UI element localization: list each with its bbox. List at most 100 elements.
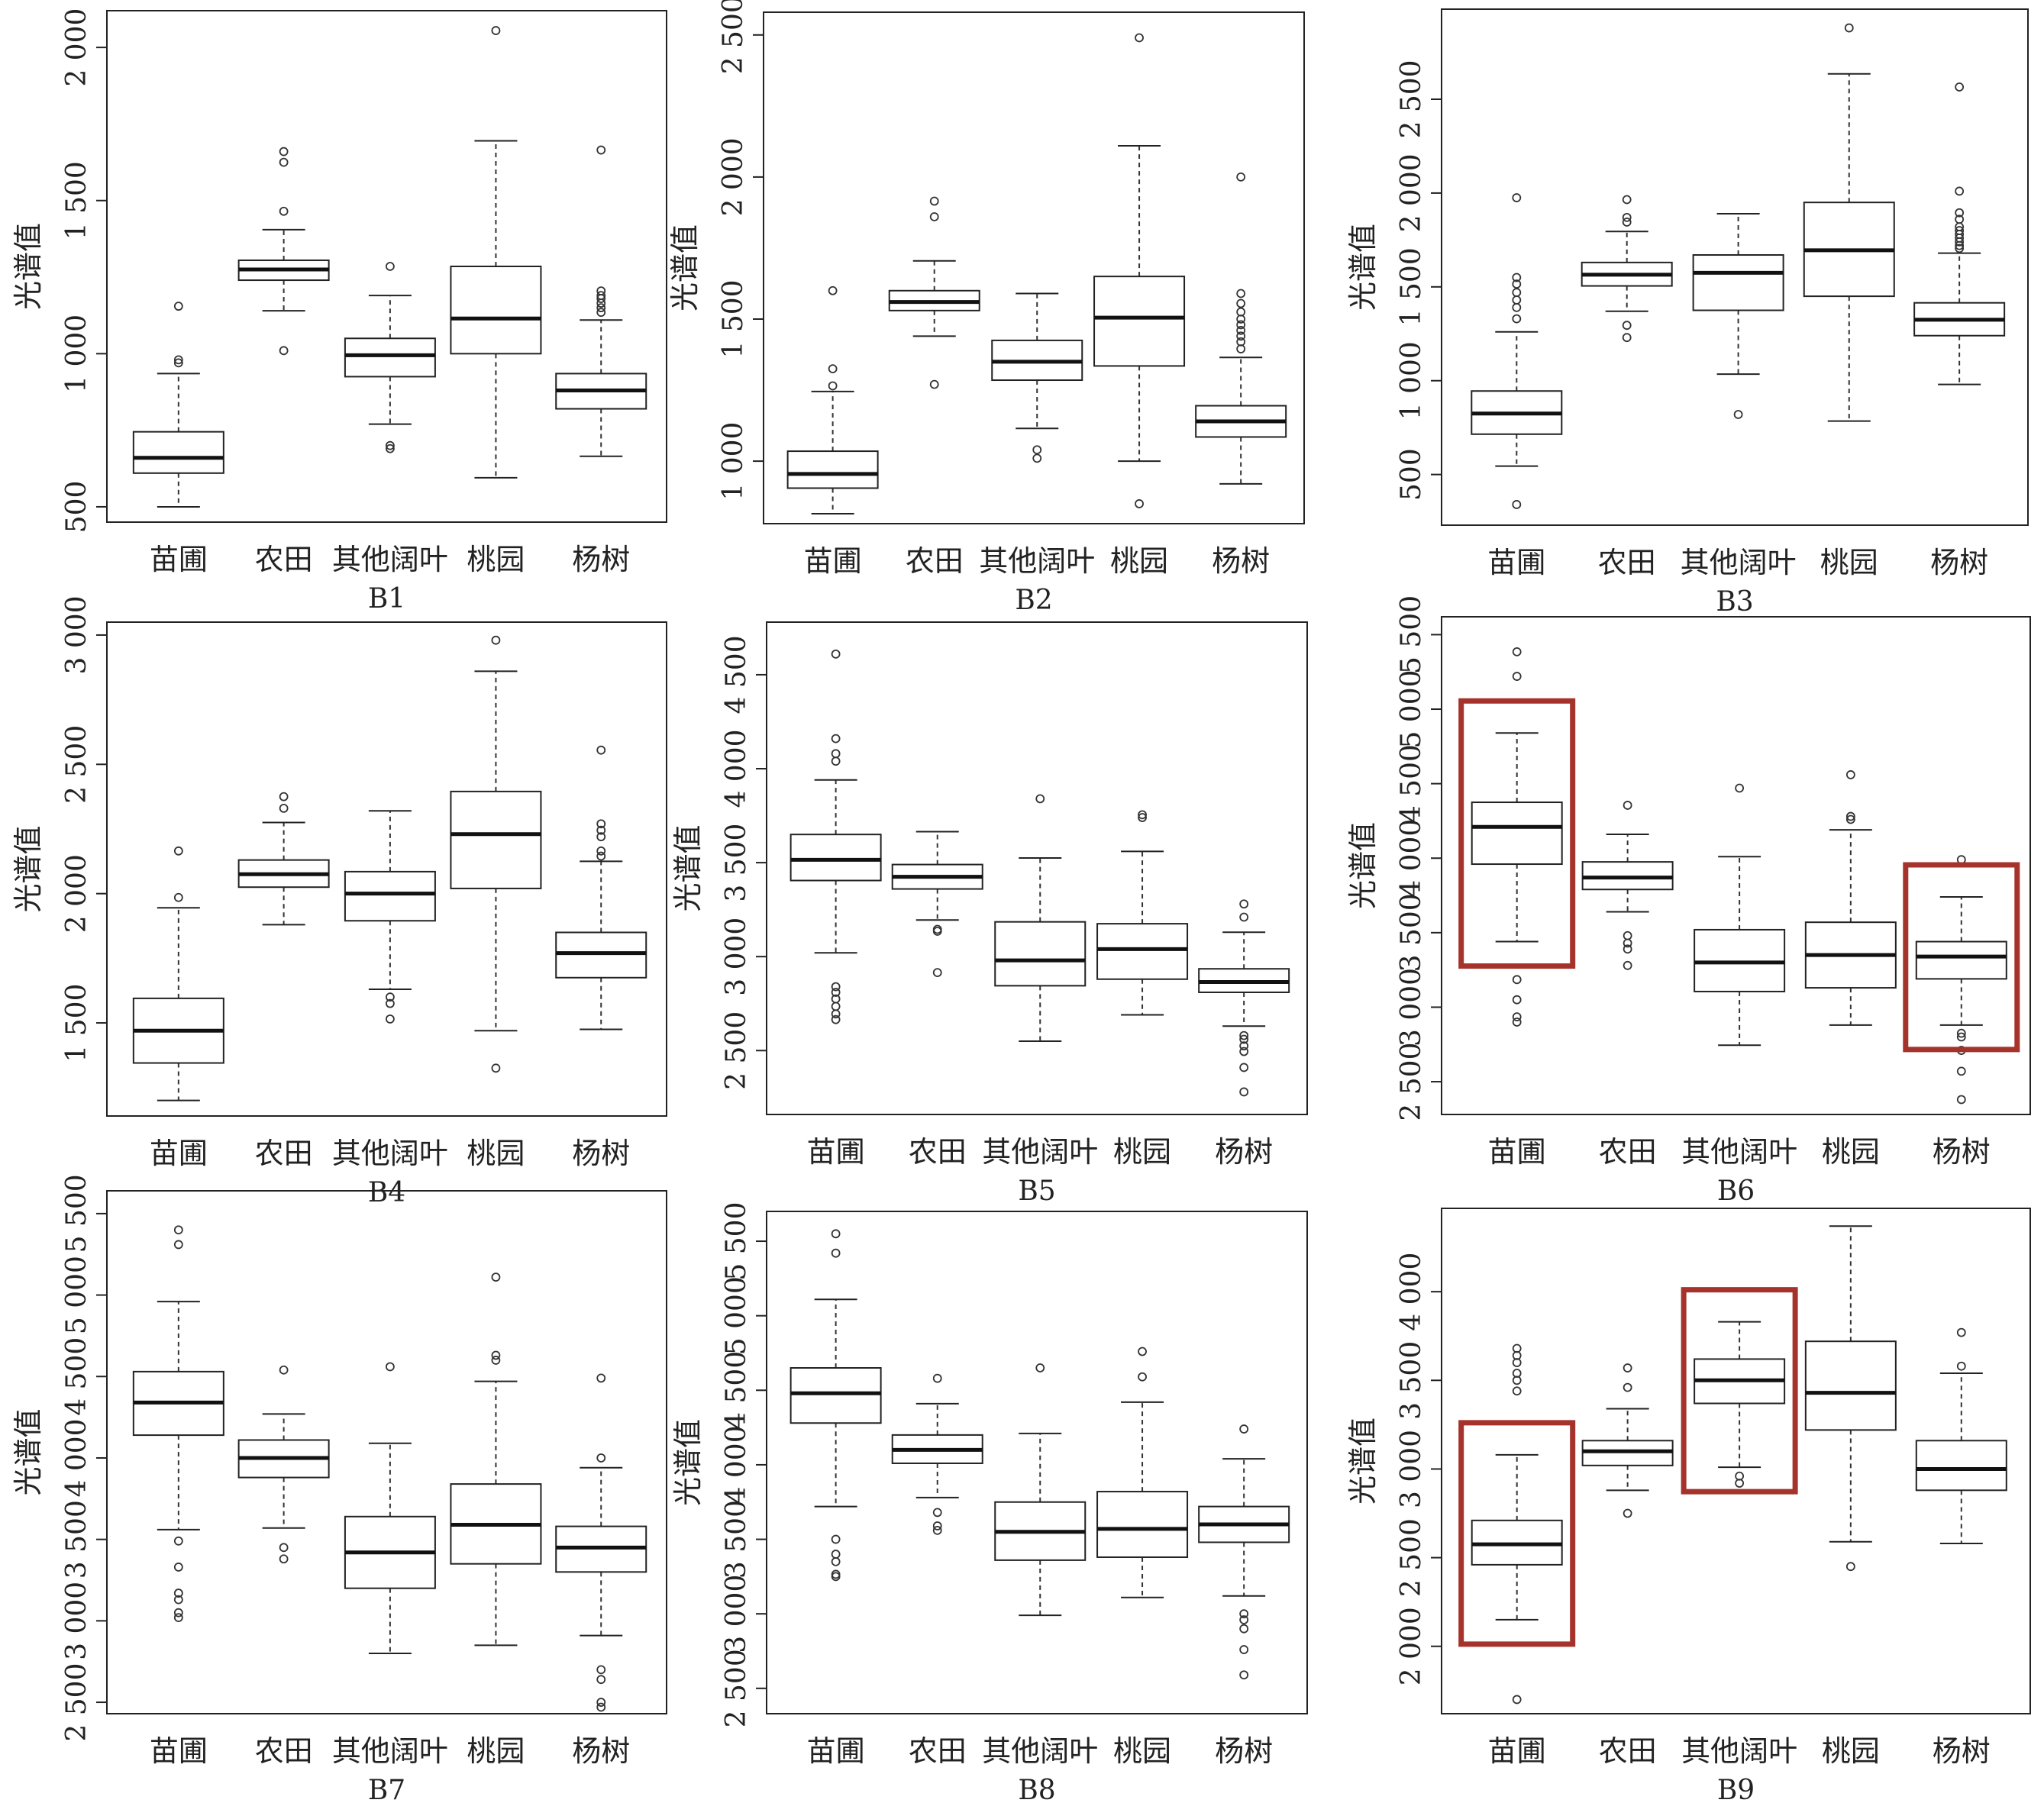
outlier-point xyxy=(1239,1041,1249,1051)
outlier-point xyxy=(1512,273,1522,282)
y-tick-label: 2 500 xyxy=(721,1649,752,1727)
y-tick-label: 2 000 xyxy=(1396,1607,1427,1685)
outlier-point xyxy=(932,1508,942,1518)
outlier-point xyxy=(1845,814,1855,824)
box-b2-3 xyxy=(991,292,1083,463)
iqr-box xyxy=(786,450,879,489)
outlier-point xyxy=(596,1373,606,1383)
outlier-point xyxy=(1622,212,1632,222)
outlier-point xyxy=(1623,1508,1632,1518)
outlier-point xyxy=(385,992,395,1002)
box-b9-4 xyxy=(1804,1225,1897,1572)
outlier-point xyxy=(1955,244,1965,253)
y-tick-label: 2 000 xyxy=(61,854,92,933)
box-b9-2 xyxy=(1581,1363,1674,1518)
outlier-point xyxy=(831,994,841,1004)
y-axis-label: 光谱值 xyxy=(1346,224,1380,311)
x-tick-label: 苗圃 xyxy=(1487,546,1545,579)
iqr-box xyxy=(344,337,436,378)
iqr-box xyxy=(450,790,542,889)
box-b4-1 xyxy=(132,846,224,1101)
outlier-point xyxy=(1956,1028,1966,1038)
panel-title: B6 xyxy=(1717,1176,1755,1207)
panel-title: B7 xyxy=(368,1775,405,1803)
plot-frame xyxy=(766,1211,1308,1714)
box-b4-5 xyxy=(555,745,647,1031)
x-tick-label: 桃园 xyxy=(467,1734,525,1768)
x-tick-label: 农田 xyxy=(255,1137,313,1170)
outlier-point xyxy=(1135,499,1144,508)
outlier-point xyxy=(279,346,289,356)
outlier-point xyxy=(385,443,395,453)
outlier-point xyxy=(1236,331,1246,341)
y-tick-label: 3 500 xyxy=(1396,893,1427,972)
y-tick-label: 4 500 xyxy=(721,635,752,714)
outlier-point xyxy=(1845,1562,1855,1572)
box-b2-1 xyxy=(786,285,879,514)
outlier-point xyxy=(929,212,939,221)
outlier-point xyxy=(1955,208,1965,218)
outlier-point xyxy=(1512,500,1522,509)
outlier-point xyxy=(831,1014,841,1024)
y-tick-label: 2 500 xyxy=(718,0,749,74)
outlier-point xyxy=(596,291,606,301)
y-tick-label: 1 500 xyxy=(61,984,92,1063)
outlier-point xyxy=(491,26,501,35)
outlier-point xyxy=(1845,770,1855,779)
x-tick-label: 桃园 xyxy=(1822,1734,1880,1768)
x-tick-label: 杨树 xyxy=(1212,544,1270,578)
iqr-box xyxy=(1915,1440,2007,1492)
y-tick-label: 2 500 xyxy=(721,1011,752,1090)
outlier-point xyxy=(1512,1386,1522,1396)
box-b3-4 xyxy=(1803,23,1895,422)
box-b4-3 xyxy=(344,810,436,1024)
outlier-point xyxy=(385,1362,395,1372)
iqr-box xyxy=(1471,802,1563,866)
x-tick-label: 其他阔叶 xyxy=(1681,1135,1797,1169)
y-tick-label: 500 xyxy=(61,481,92,534)
box-b6-1 xyxy=(1471,647,1563,1027)
outlier-point xyxy=(491,1350,501,1360)
outlier-point xyxy=(173,1595,183,1605)
outlier-point xyxy=(1512,1695,1522,1705)
iqr-box xyxy=(555,931,647,979)
y-tick-label: 3 000 xyxy=(61,595,92,674)
box-b9-5 xyxy=(1915,1327,2007,1545)
y-tick-label: 1 500 xyxy=(1396,247,1427,326)
y-tick-label: 4 000 xyxy=(61,1418,92,1497)
y-tick-label: 5 500 xyxy=(721,1202,752,1281)
outlier-point xyxy=(1955,226,1965,235)
highlight-box xyxy=(1681,1287,1798,1495)
outlier-point xyxy=(173,1536,183,1546)
y-axis-label: 光谱值 xyxy=(11,1408,45,1495)
y-tick-label: 4 500 xyxy=(1396,744,1427,823)
plot-frame xyxy=(106,10,667,523)
plot-frame xyxy=(106,621,667,1117)
x-tick-label: 桃园 xyxy=(1113,1734,1171,1768)
iqr-box xyxy=(1093,276,1186,367)
y-axis-label: 光谱值 xyxy=(11,825,45,912)
x-tick-label: 农田 xyxy=(255,1734,313,1768)
outlier-point xyxy=(1239,1047,1249,1056)
outlier-point xyxy=(279,206,289,216)
outlier-point xyxy=(932,1521,942,1530)
x-tick-label: 杨树 xyxy=(572,1137,630,1170)
box-b1-3 xyxy=(344,262,436,453)
iqr-box xyxy=(790,1367,882,1424)
outlier-point xyxy=(1956,1327,1966,1337)
outlier-point xyxy=(1239,1645,1249,1654)
x-tick-label: 其他阔叶 xyxy=(979,544,1095,578)
outlier-point xyxy=(1955,82,1965,92)
outlier-point xyxy=(831,756,841,766)
outlier-point xyxy=(1512,193,1522,202)
outlier-point xyxy=(831,1248,841,1258)
y-tick-label: 2 000 xyxy=(61,8,92,87)
outlier-point xyxy=(491,1063,501,1073)
y-tick-label: 3 000 xyxy=(1396,1430,1427,1508)
y-tick-label: 3 000 xyxy=(1396,968,1427,1047)
outlier-point xyxy=(831,734,841,743)
outlier-point xyxy=(596,1698,606,1707)
